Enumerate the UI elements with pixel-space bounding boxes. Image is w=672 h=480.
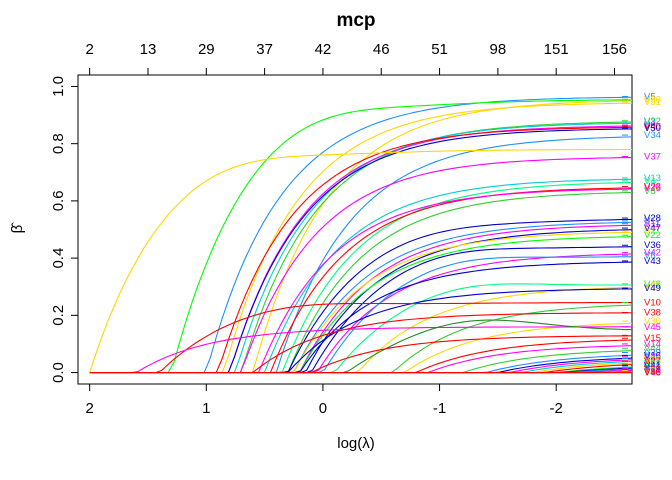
- series-path: [89, 302, 632, 374]
- series-tag-label: V18: [644, 365, 661, 376]
- series-tag-label: V44: [644, 343, 661, 354]
- series-tag-label: V14: [644, 339, 661, 350]
- y-tick-label: 0.2: [50, 305, 67, 326]
- chart-title: mcp: [336, 10, 375, 31]
- x-tick-label: -2: [550, 400, 563, 417]
- y-tick-label: 0.8: [50, 133, 67, 154]
- series-tag-label: V12: [644, 359, 661, 370]
- top-tick-label: 29: [198, 41, 215, 58]
- series-tag-label: V33: [644, 362, 661, 373]
- series-tag-label: V27: [644, 356, 661, 367]
- series-lines: [89, 96, 633, 374]
- series-path: [89, 125, 632, 374]
- series-tag-label: V1: [644, 226, 656, 237]
- series-tag-label: V23: [644, 182, 661, 193]
- series-path: [89, 99, 633, 374]
- series-tag-label: V48: [644, 279, 661, 290]
- y-tick-label: 1.0: [50, 76, 67, 97]
- series-tag-label: V21: [644, 363, 661, 374]
- series-path: [89, 148, 632, 373]
- series-path: [89, 126, 633, 374]
- series-tag-label: V36: [644, 240, 661, 251]
- series-path: [89, 326, 632, 374]
- top-tick-label: 156: [602, 41, 627, 58]
- series-tag-label: V50: [644, 123, 661, 134]
- y-tick-label: 0.0: [50, 362, 67, 383]
- series-path: [89, 229, 633, 374]
- series-tag-label: V17: [644, 216, 661, 227]
- series-tag-label: V41: [644, 360, 661, 371]
- top-tick-label: 51: [431, 41, 448, 58]
- series-tag-label: V4: [644, 176, 656, 187]
- top-axis: 2 13 29 37 42 46 51 98 151 156: [85, 41, 627, 75]
- series-tag-label: V43: [644, 256, 661, 267]
- series-tag-label: V46: [644, 368, 661, 379]
- top-tick-label: 46: [373, 41, 390, 58]
- top-tick-label: 98: [490, 41, 507, 58]
- series-tag-label: V45: [644, 322, 661, 333]
- series-tag-label: V9: [644, 120, 656, 131]
- series-tag-label: V10: [644, 297, 661, 308]
- series-tag-label: V38: [644, 307, 661, 318]
- series-tag-label: V32: [644, 116, 661, 127]
- series-path: [89, 187, 633, 374]
- series-path: [89, 286, 633, 374]
- x-tick-label: -1: [433, 400, 446, 417]
- series-tag-label: V16: [644, 350, 661, 361]
- series-tag-label: V31: [644, 97, 661, 108]
- series-tag-label: V47: [644, 223, 661, 234]
- series-tag-label: V34: [644, 130, 661, 141]
- x-tick-label: 1: [202, 400, 210, 417]
- x-axis-label: log(λ): [337, 435, 375, 452]
- series-tag-label: V42: [644, 247, 661, 258]
- series-path: [89, 221, 633, 374]
- series-tag-label: V5: [644, 91, 656, 102]
- series-tag-label: V7: [644, 366, 656, 377]
- series-tag-label: V20: [644, 94, 661, 105]
- series-tag-label: V35: [644, 367, 661, 378]
- y-axis-label: β̂: [9, 222, 26, 234]
- series-tag-label: V8: [644, 186, 656, 197]
- series-tag-label: V49: [644, 283, 661, 294]
- y-axis: 0.0 0.2 0.4 0.6 0.8 1.0: [50, 76, 79, 383]
- series-tag-label: V28: [644, 213, 661, 224]
- top-tick-label: 42: [315, 41, 332, 58]
- top-tick-label: 37: [256, 41, 273, 58]
- series-tag-label: V13: [644, 173, 661, 184]
- series-tag-label: V2: [644, 366, 656, 377]
- x-tick-label: 2: [85, 400, 93, 417]
- series-tag-label: V29: [644, 280, 661, 291]
- series-tag-label: V24: [644, 352, 661, 363]
- y-tick-label: 0.4: [50, 248, 67, 269]
- series-tag-label: V11: [644, 219, 660, 230]
- plot-frame: [77, 74, 633, 385]
- x-axis: 2 1 0 -1 -2: [85, 383, 563, 417]
- series-tag-label: V26: [644, 353, 661, 364]
- series-tag-label: V15: [644, 333, 661, 344]
- x-tick-label: 0: [319, 400, 327, 417]
- series-tag-label: V25: [644, 183, 661, 194]
- series-path: [89, 191, 633, 374]
- series-tag-label: V40: [644, 122, 661, 133]
- series-tag-label: V30: [644, 316, 661, 327]
- series-path: [89, 102, 633, 374]
- series-tag-label: V22: [644, 230, 661, 241]
- top-tick-label: 13: [140, 41, 157, 58]
- series-path: [89, 100, 633, 374]
- series-tag-label: V19: [644, 355, 661, 366]
- series-tag-label: V39: [644, 348, 661, 359]
- top-tick-label: 151: [544, 41, 569, 58]
- series-tag-label: V6: [644, 250, 656, 261]
- series-tag-label: V3: [644, 117, 656, 128]
- y-tick-label: 0.6: [50, 190, 67, 211]
- series-tag-label: V37: [644, 152, 661, 163]
- top-tick-label: 2: [85, 41, 93, 58]
- series-path: [89, 288, 633, 374]
